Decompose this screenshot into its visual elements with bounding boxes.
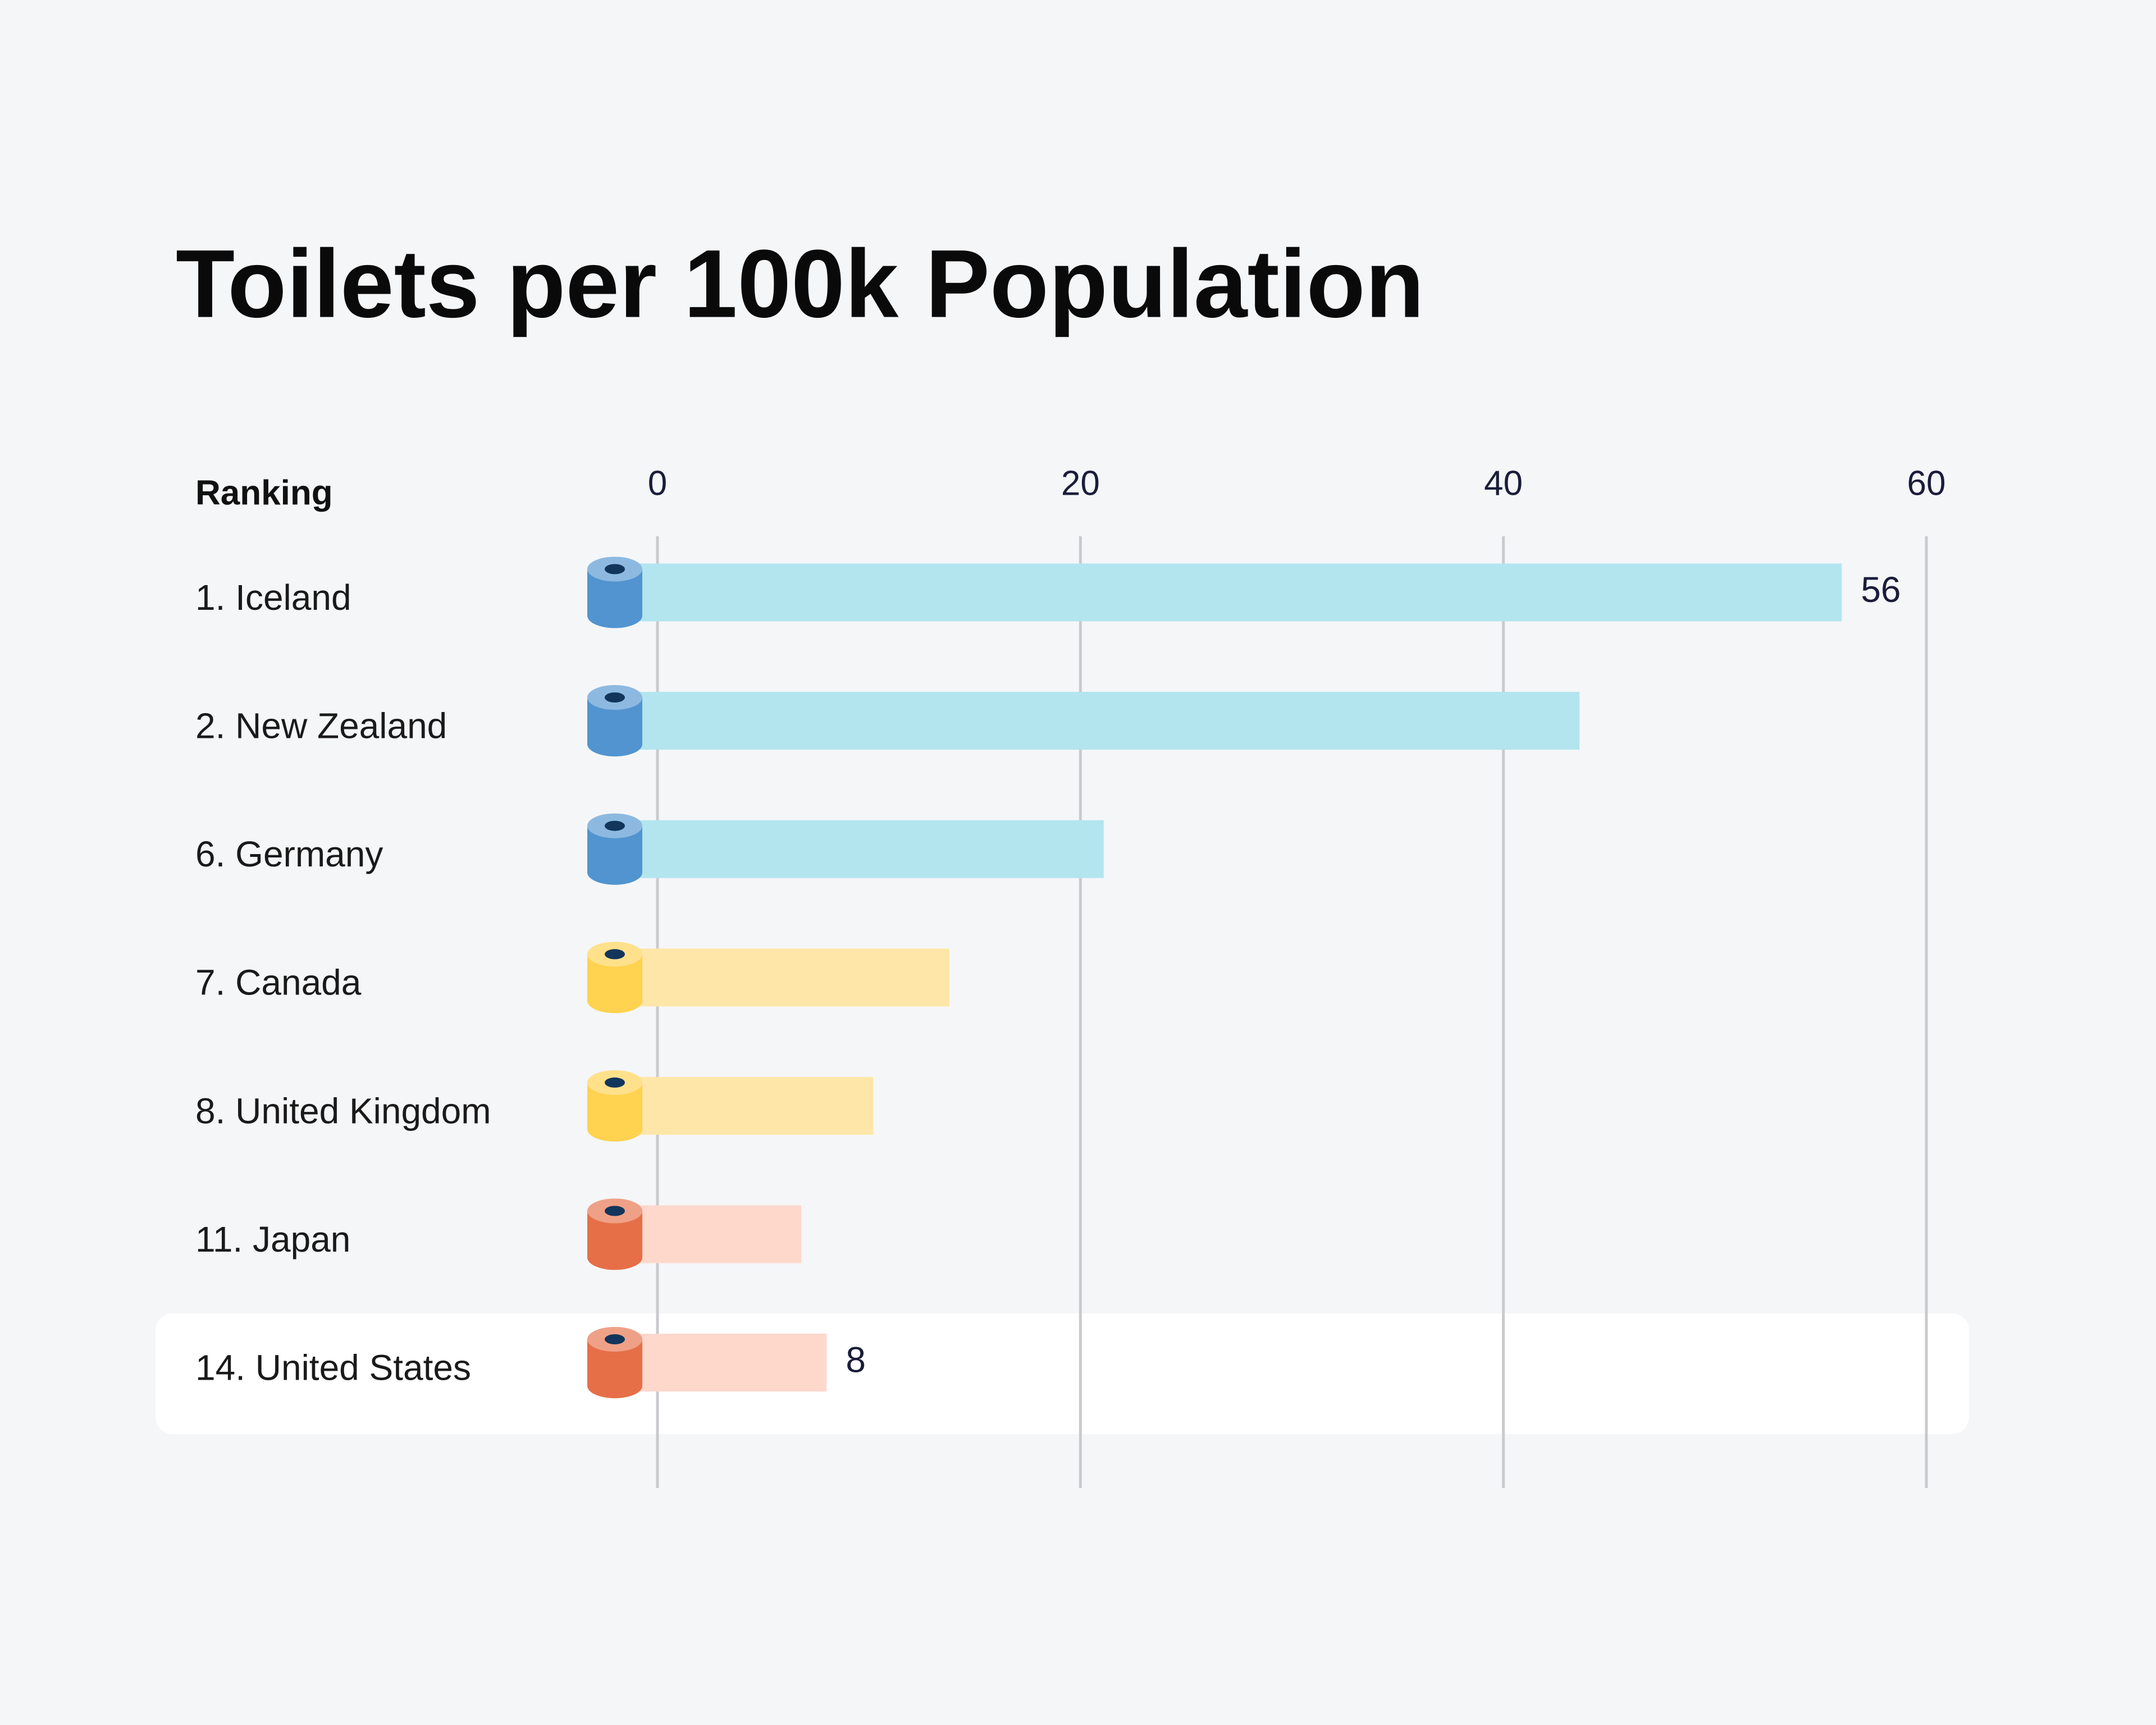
bar <box>615 1076 874 1135</box>
roll-icon <box>587 685 642 757</box>
roll-icon <box>587 1198 642 1270</box>
roll-icon <box>587 1070 642 1142</box>
roll-icon <box>587 1327 642 1399</box>
roll-hole <box>605 1206 625 1216</box>
category-label: 2. New Zealand <box>195 706 447 746</box>
roll-body <box>587 1082 642 1142</box>
roll-icon <box>587 813 642 885</box>
roll-hole <box>605 564 625 574</box>
x-tick-label: 0 <box>648 464 667 503</box>
roll-icon <box>587 556 642 628</box>
bar <box>615 948 949 1007</box>
roll-body <box>587 825 642 885</box>
category-label: 6. Germany <box>195 834 383 874</box>
roll-hole <box>605 820 625 831</box>
bar <box>615 1205 802 1263</box>
category-label: 8. United Kingdom <box>195 1090 491 1131</box>
roll-hole <box>605 692 625 703</box>
category-label: 14. United States <box>195 1348 471 1388</box>
roll-body <box>587 954 642 1014</box>
grid: 0 20 40 60 <box>648 464 1946 1488</box>
category-label: 7. Canada <box>195 962 362 1003</box>
rows: 1. Iceland 56 2. New Zealand 6. Germany 7. C… <box>195 556 1901 1399</box>
roll-hole <box>605 1334 625 1345</box>
x-tick-label: 20 <box>1061 464 1100 503</box>
roll-icon <box>587 942 642 1014</box>
bar <box>615 820 1104 878</box>
value-label: 8 <box>846 1340 866 1380</box>
category-header: Ranking <box>195 473 333 512</box>
roll-body <box>587 1211 642 1270</box>
x-tick-label: 40 <box>1484 464 1523 503</box>
roll-hole <box>605 949 625 960</box>
chart-title: Toilets per 100k Population <box>176 230 1424 337</box>
bar <box>615 692 1580 750</box>
roll-body <box>587 1339 642 1399</box>
value-label: 56 <box>1861 569 1901 610</box>
x-tick-label: 60 <box>1907 464 1946 503</box>
category-label: 1. Iceland <box>195 577 351 618</box>
roll-body <box>587 697 642 757</box>
bar <box>615 563 1842 622</box>
bar <box>615 1334 827 1392</box>
category-label: 11. Japan <box>195 1219 350 1259</box>
roll-hole <box>605 1077 625 1088</box>
roll-body <box>587 569 642 628</box>
